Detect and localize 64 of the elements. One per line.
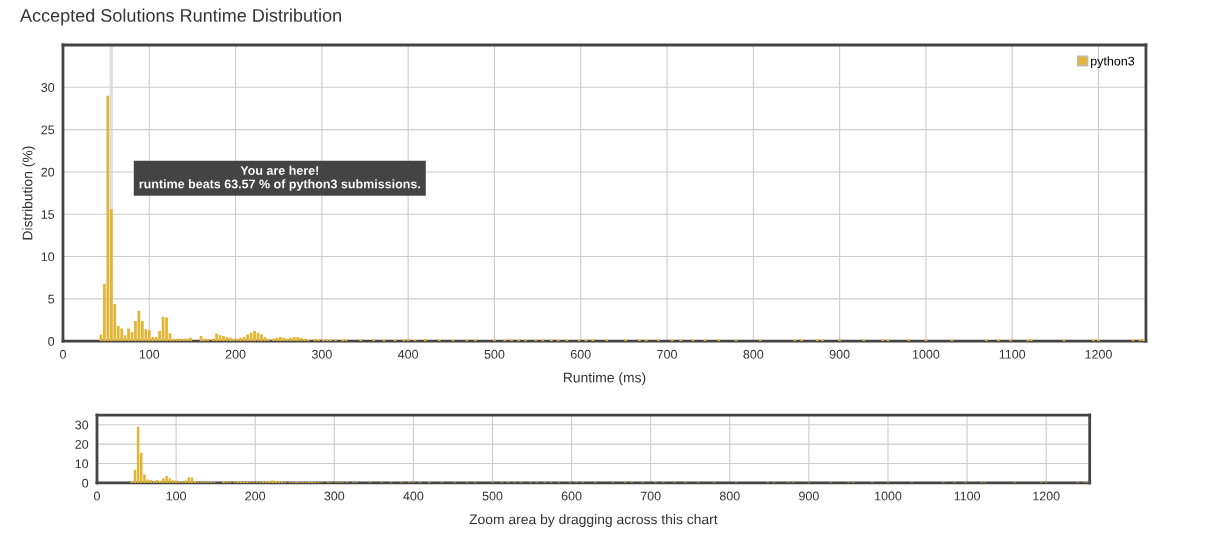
bar: [299, 337, 303, 342]
x-tick-label: 700: [640, 491, 661, 501]
x-tick-label: 600: [561, 491, 582, 501]
annotation: You are here!: [240, 165, 319, 175]
bar: [120, 328, 124, 342]
x-tick-label: 100: [139, 349, 160, 359]
bar: [242, 336, 246, 342]
x-tick-label: 1000: [912, 349, 940, 359]
x-tick-label: 1100: [999, 349, 1026, 359]
bar: [165, 317, 168, 342]
y-axis-title: Distribution (%): [22, 146, 36, 240]
bar: [292, 336, 296, 342]
y-tick-label: 10: [41, 252, 55, 262]
x-tick-label: 200: [245, 491, 266, 501]
y-tick-label: 15: [41, 210, 55, 219]
y-tick-label: 20: [75, 439, 89, 449]
y-tick-label: 30: [75, 420, 89, 430]
x-axis-title: Runtime (ms): [563, 372, 646, 386]
bar: [162, 478, 165, 483]
y-tick-label: 0: [48, 336, 55, 346]
chart-title: Accepted Solutions Runtime Distribution: [20, 8, 341, 26]
x-tick-label: 1100: [954, 491, 981, 501]
x-tick-label: 300: [311, 349, 332, 359]
x-tick-label: 300: [324, 491, 345, 501]
bar: [229, 337, 232, 342]
bar: [279, 336, 282, 342]
bar: [159, 480, 162, 483]
x-tick-label: 800: [743, 349, 764, 359]
y-tick-label: 0: [82, 478, 89, 488]
x-tick-label: 700: [657, 349, 677, 359]
y-tick-label: 5: [48, 294, 55, 304]
x-tick-label: 1000: [875, 491, 902, 501]
x-tick-label: 200: [225, 349, 246, 359]
x-tick-label: 600: [570, 349, 591, 359]
legend-label: python3: [1091, 56, 1135, 68]
bar: [253, 331, 256, 342]
x-tick-label: 0: [94, 491, 100, 501]
y-tick-label: 25: [41, 125, 55, 135]
bar: [147, 330, 151, 342]
bar: [215, 333, 218, 342]
bar: [127, 328, 130, 342]
x-tick-label: 900: [799, 491, 819, 501]
bar: [239, 337, 243, 342]
x-tick-label: 900: [829, 349, 850, 359]
x-tick-label: 0: [60, 349, 66, 359]
x-tick-label: 500: [484, 349, 505, 359]
x-tick-label: 400: [398, 349, 419, 359]
bar: [222, 336, 225, 342]
x-tick-label: 800: [719, 491, 740, 501]
x-axis-title: Zoom area by dragging across this chart: [469, 514, 718, 527]
x-tick-label: 100: [166, 491, 187, 501]
x-tick-label: 500: [482, 491, 503, 501]
bar: [260, 334, 263, 342]
x-tick-label: 1200: [1033, 491, 1060, 501]
x-tick-label: 1200: [1085, 349, 1112, 359]
annotation: runtime beats 63.57 % of python3 submissions.: [139, 179, 420, 191]
bar: [289, 337, 293, 342]
y-tick-label: 30: [41, 83, 55, 92]
bar: [189, 337, 193, 342]
y-tick-label: 20: [41, 167, 55, 177]
y-tick-label: 10: [75, 459, 89, 469]
bar: [296, 336, 300, 342]
bar: [165, 475, 168, 483]
x-tick-label: 400: [403, 491, 424, 501]
